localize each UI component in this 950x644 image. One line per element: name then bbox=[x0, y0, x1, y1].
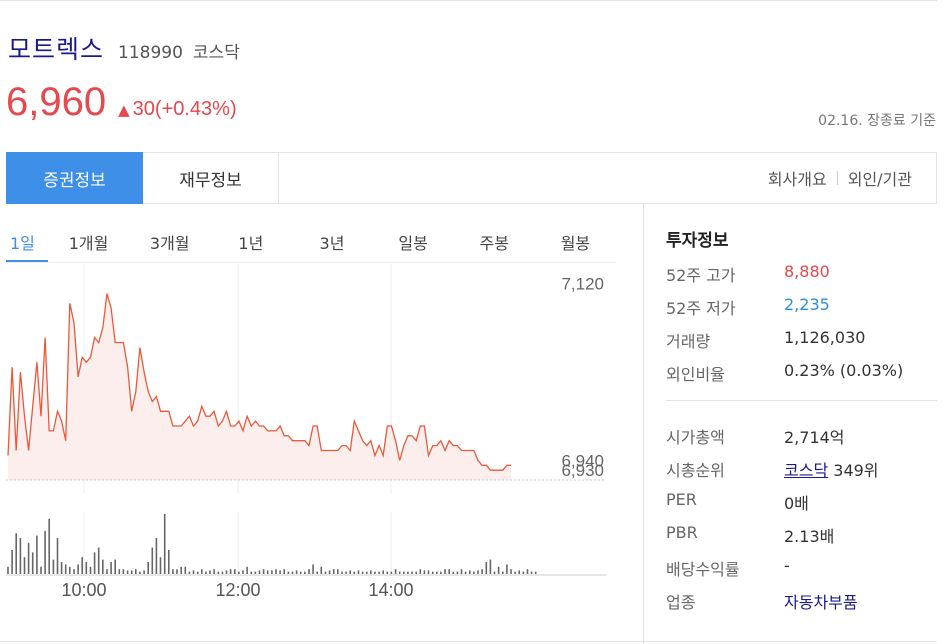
value-foreign-ratio: 0.23% (0.03%) bbox=[784, 361, 904, 380]
tab-links: 회사개요 외인/기관 bbox=[768, 153, 936, 203]
x-label-1: 12:00 bbox=[215, 580, 260, 600]
row-dividend: 배당수익률 - bbox=[666, 556, 936, 580]
x-label-0: 10:00 bbox=[61, 580, 106, 600]
market-rank-link[interactable]: 코스닥 bbox=[784, 461, 829, 480]
period-3m[interactable]: 3개월 bbox=[149, 234, 190, 253]
price-area-fill bbox=[8, 293, 511, 480]
y-label-2: 6,930 bbox=[561, 461, 604, 480]
invest-divider bbox=[666, 400, 937, 401]
label-volume: 거래량 bbox=[666, 332, 711, 351]
value-volume: 1,126,030 bbox=[784, 328, 866, 347]
period-daily[interactable]: 일봉 bbox=[398, 234, 428, 253]
value-market-rank: 코스닥 349위 bbox=[784, 457, 879, 481]
label-per: PER bbox=[666, 490, 697, 509]
label-pbr: PBR bbox=[666, 523, 698, 542]
tab-securities[interactable]: 증권정보 bbox=[6, 152, 143, 204]
y-label-0: 7,120 bbox=[561, 275, 604, 294]
period-1m[interactable]: 1개월 bbox=[68, 234, 109, 253]
investment-info-panel: 투자정보 52주 고가 8,880 52주 저가 2,235 거래량 1,126… bbox=[644, 204, 937, 644]
row-per: PER 0배 bbox=[666, 490, 936, 514]
link-separator bbox=[836, 171, 838, 185]
invest-title: 투자정보 bbox=[666, 231, 729, 251]
stock-header: 모트렉스 118990 코스닥 bbox=[8, 30, 240, 66]
row-foreign-ratio: 외인비율 0.23% (0.03%) bbox=[666, 361, 936, 385]
row-volume: 거래량 1,126,030 bbox=[666, 328, 936, 352]
label-foreign-ratio: 외인비율 bbox=[666, 365, 725, 384]
label-dividend: 배당수익률 bbox=[666, 560, 740, 579]
price-basis-time: 02.16. 장종료 기준 bbox=[818, 113, 936, 129]
top-divider bbox=[0, 0, 937, 1]
foreign-institution-link[interactable]: 외인/기관 bbox=[847, 170, 912, 189]
value-52w-high: 8,880 bbox=[784, 262, 830, 281]
x-label-2: 14:00 bbox=[368, 580, 413, 600]
row-52w-high: 52주 고가 8,880 bbox=[666, 262, 936, 286]
price-line bbox=[7, 293, 511, 471]
row-52w-low: 52주 저가 2,235 bbox=[666, 295, 936, 319]
stock-code: 118990 bbox=[118, 43, 183, 63]
stock-market: 코스닥 bbox=[192, 43, 240, 63]
period-1d[interactable]: 1일 bbox=[6, 218, 48, 262]
company-overview-link[interactable]: 회사개요 bbox=[767, 170, 827, 189]
current-price: 6,960 bbox=[6, 80, 107, 124]
y-label-1: 6,940 bbox=[561, 451, 604, 470]
period-weekly[interactable]: 주봉 bbox=[479, 234, 509, 253]
chart-area: 1일 1개월 3개월 1년 3년 일봉 주봉 월봉 7,120 6,940 6,93… bbox=[6, 204, 644, 644]
info-tabs: 증권정보 재무정보 회사개요 외인/기관 bbox=[6, 152, 937, 204]
period-divider bbox=[6, 262, 616, 263]
period-1y[interactable]: 1년 bbox=[238, 234, 264, 253]
tab-financial[interactable]: 재무정보 bbox=[143, 153, 279, 203]
up-arrow-icon: ▲ bbox=[118, 101, 130, 119]
row-pbr: PBR 2.13배 bbox=[666, 523, 936, 547]
label-52w-low: 52주 저가 bbox=[666, 299, 736, 318]
value-pbr: 2.13배 bbox=[784, 527, 835, 546]
market-rank-number: 349위 bbox=[828, 461, 879, 480]
value-dividend: - bbox=[784, 556, 790, 575]
value-per: 0배 bbox=[784, 494, 809, 513]
price-row: 6,960 ▲ 30(+0.43%) bbox=[6, 80, 237, 125]
price-change: 30(+0.43%) bbox=[132, 98, 237, 120]
stock-name-link[interactable]: 모트렉스 bbox=[8, 35, 105, 64]
row-market-cap: 시가총액 2,714억 bbox=[666, 424, 936, 448]
row-market-rank: 시총순위 코스닥 349위 bbox=[666, 457, 936, 481]
value-52w-low: 2,235 bbox=[784, 295, 830, 314]
label-52w-high: 52주 고가 bbox=[666, 266, 736, 285]
label-market-cap: 시가총액 bbox=[666, 428, 725, 447]
label-market-rank: 시총순위 bbox=[666, 461, 725, 480]
period-monthly[interactable]: 월봉 bbox=[560, 234, 591, 253]
period-tabs: 1일 1개월 3개월 1년 3년 일봉 주봉 월봉 bbox=[6, 218, 616, 262]
period-3y[interactable]: 3년 bbox=[319, 234, 345, 253]
bottom-divider bbox=[0, 641, 937, 642]
industry-link[interactable]: 자동차부품 bbox=[784, 593, 858, 612]
row-industry: 업종 자동차부품 bbox=[666, 589, 936, 613]
value-market-cap: 2,714억 bbox=[784, 428, 845, 447]
label-industry: 업종 bbox=[666, 593, 696, 612]
